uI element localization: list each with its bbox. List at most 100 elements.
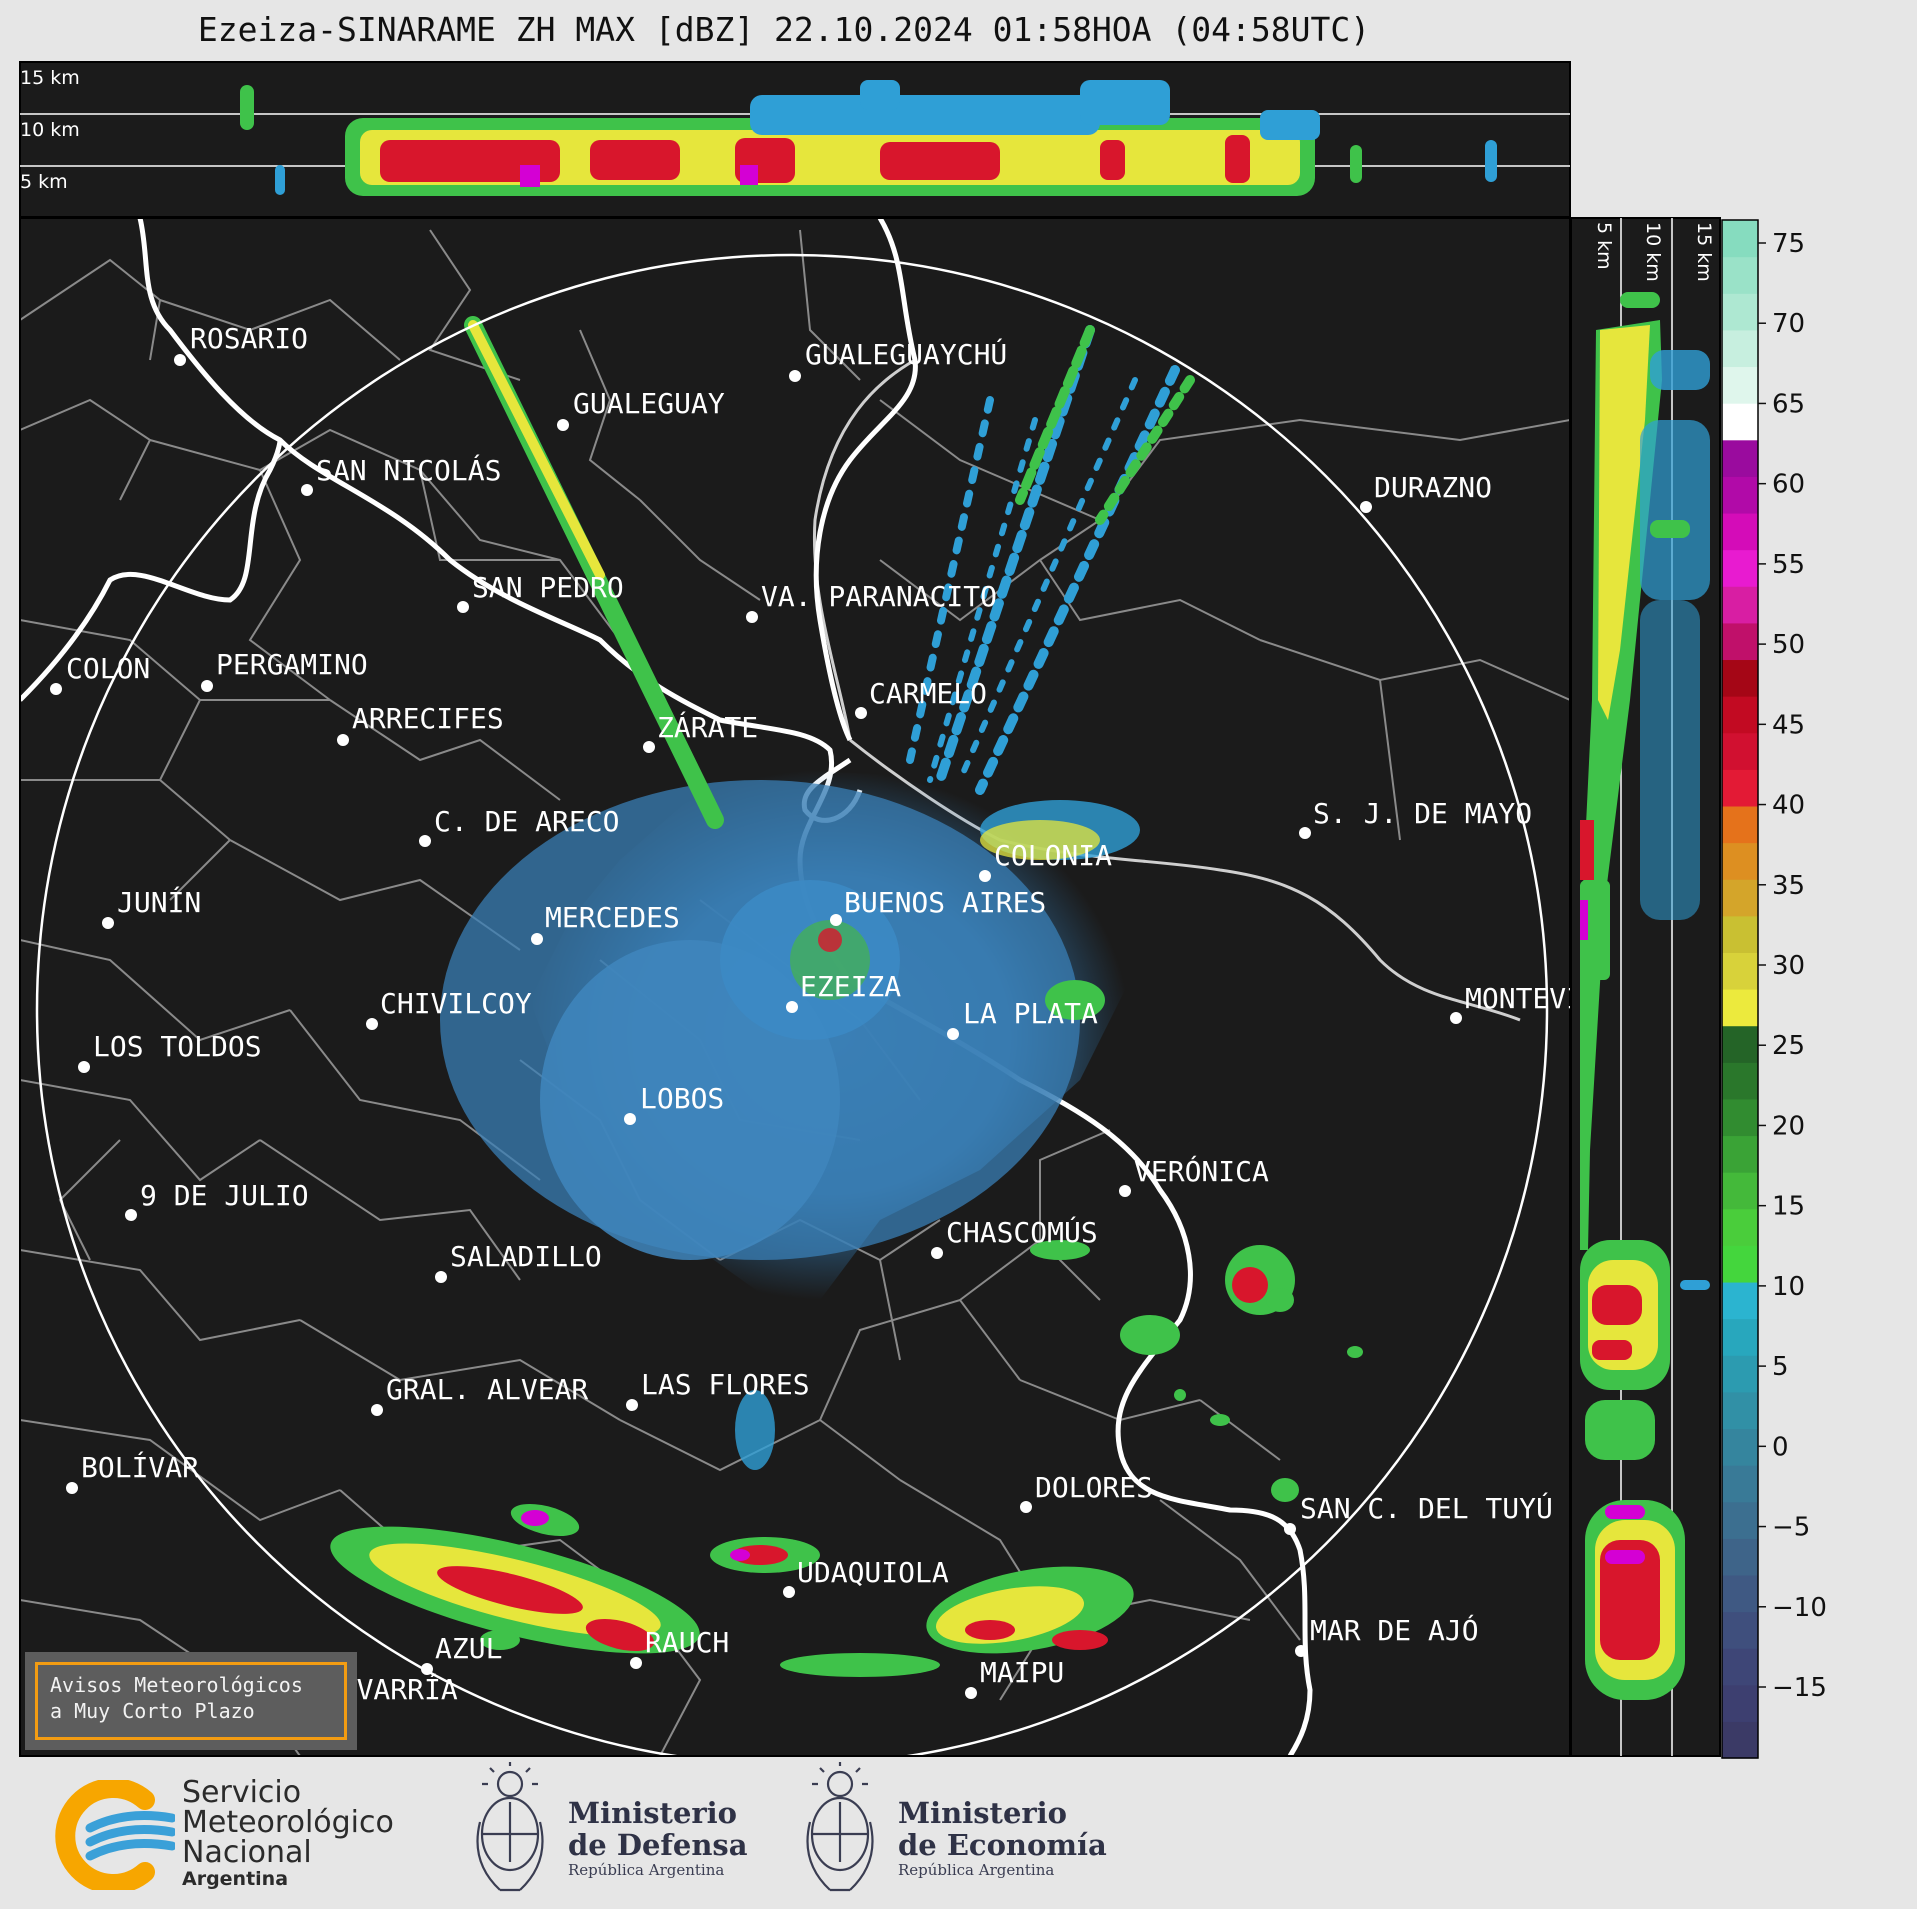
smn-line-4: Argentina xyxy=(182,1868,289,1890)
colorbar-band xyxy=(1722,256,1758,294)
city-label-gral-alvear: GRAL. ALVEAR xyxy=(386,1373,588,1406)
city-zarate: ZÁRATE xyxy=(643,710,758,753)
coat-of-arms-icon-defensa xyxy=(476,1762,544,1892)
colorbar-band xyxy=(1722,1684,1758,1722)
city-san-c-del-tuyu: SAN C. DEL TUYÚ xyxy=(1284,1491,1553,1535)
colorbar-tick-label: 75 xyxy=(1772,229,1805,259)
city-label-ezeiza: EZEIZA xyxy=(800,970,901,1003)
smn-line-3: Nacional xyxy=(182,1835,312,1870)
city-label-carmelo: CARMELO xyxy=(869,677,987,710)
city-saladillo: SALADILLO xyxy=(435,1240,602,1283)
city-label-durazno: DURAZNO xyxy=(1374,471,1492,504)
city-bolivar: BOLÍVAR xyxy=(66,1450,199,1494)
city-label-9-de-julio: 9 DE JULIO xyxy=(140,1179,309,1212)
city-9-de-julio: 9 DE JULIO xyxy=(125,1179,309,1221)
city-san-nicolas: SAN NICOLÁS xyxy=(301,453,501,496)
colorbar-band xyxy=(1722,1098,1758,1137)
colorbar-band xyxy=(1722,1172,1758,1210)
colorbar-band xyxy=(1722,1025,1758,1063)
colorbar-band xyxy=(1722,696,1758,734)
city-label-san-pedro: SAN PEDRO xyxy=(472,571,624,604)
economia-wordmark: Ministerio de Economía República Argenti… xyxy=(898,1797,1107,1879)
city-veronica: VERÓNICA xyxy=(1119,1154,1269,1197)
radar-echoes xyxy=(330,316,1363,1677)
city-chivilcoy: CHIVILCOY xyxy=(366,987,532,1030)
city-durazno: DURAZNO xyxy=(1360,471,1492,513)
storm-cells-south xyxy=(330,980,1363,1677)
city-label-junin: JUNÍN xyxy=(117,885,201,919)
city-label-gualeguaychu: GUALEGUAYCHÚ xyxy=(805,337,1007,371)
colorbar-band xyxy=(1722,842,1758,880)
colorbar-band xyxy=(1722,1062,1758,1100)
colorbar-band xyxy=(1722,659,1758,697)
city-los-toldos: LOS TOLDOS xyxy=(78,1030,262,1073)
radar-range-ring xyxy=(35,253,1549,1756)
colorbar-tick-label: −10 xyxy=(1772,1593,1827,1623)
city-la-plata: LA PLATA xyxy=(947,997,1098,1040)
smn-logo-icon xyxy=(55,1780,175,1890)
smn-wordmark: Servicio Meteorológico Nacional Argentin… xyxy=(182,1778,394,1891)
city-gualeguay: GUALEGUAY xyxy=(557,387,725,431)
city-label-saladillo: SALADILLO xyxy=(450,1240,602,1273)
colorbar-tick-label: 15 xyxy=(1772,1192,1805,1222)
colorbar-band xyxy=(1722,439,1758,477)
city-san-pedro: SAN PEDRO xyxy=(457,571,624,613)
defensa-line-1: Ministerio xyxy=(568,1796,738,1830)
city-carmelo: CARMELO xyxy=(855,677,987,719)
top-height-label-15: 15 km xyxy=(20,67,80,89)
city-label-dolores: DOLORES xyxy=(1035,1471,1153,1504)
city-label-los-toldos: LOS TOLDOS xyxy=(93,1030,262,1063)
city-label-las-flores: LAS FLORES xyxy=(641,1368,810,1401)
colorbar-band xyxy=(1722,1245,1758,1283)
city-junin: JUNÍN xyxy=(102,885,201,929)
city-gualeguaychu: GUALEGUAYCHÚ xyxy=(789,337,1007,382)
colorbar-band xyxy=(1722,1428,1758,1466)
top-profile-panel: 15 km 10 km 5 km xyxy=(19,61,1571,218)
city-label-mar-de-ajo: MAR DE AJÓ xyxy=(1310,1613,1479,1647)
colorbar-tick-label: 10 xyxy=(1772,1272,1805,1302)
city-label-chascomus: CHASCOMÚS xyxy=(946,1215,1098,1249)
colorbar-band xyxy=(1722,915,1758,953)
city-label-san-nicolas: SAN NICOLÁS xyxy=(316,453,501,487)
city-label-chivilcoy: CHIVILCOY xyxy=(380,987,532,1020)
defensa-line-2: de Defensa xyxy=(568,1828,748,1862)
colorbar-tick-label: 30 xyxy=(1772,951,1805,981)
colorbar-bands xyxy=(1722,220,1758,1759)
city-gral-alvear: GRAL. ALVEAR xyxy=(371,1373,588,1416)
map-panel xyxy=(19,217,1571,1757)
economia-line-2: de Economía xyxy=(898,1828,1107,1862)
colorbar-tick-label: 40 xyxy=(1772,791,1805,821)
city-label-veronica: VERÓNICA xyxy=(1134,1154,1269,1188)
colorbar-band xyxy=(1722,1391,1758,1430)
colorbar-band xyxy=(1722,1501,1758,1539)
city-chascomus: CHASCOMÚS xyxy=(931,1215,1098,1259)
colorbar-band xyxy=(1722,952,1758,990)
city-label-zarate: ZÁRATE xyxy=(657,710,758,744)
city-buenos-aires: BUENOS AIRES xyxy=(830,886,1046,926)
colorbar-band xyxy=(1722,1721,1758,1759)
city-dolores: DOLORES xyxy=(1020,1471,1153,1513)
colorbar-tick-label: 70 xyxy=(1772,309,1805,339)
economia-line-1: Ministerio xyxy=(898,1796,1068,1830)
city-label-gualeguay: GUALEGUAY xyxy=(573,387,725,420)
alert-box[interactable]: Avisos Meteorológicos a Muy Corto Plazo xyxy=(25,1652,357,1750)
colorbar-band xyxy=(1722,1611,1758,1649)
smn-line-2: Meteorológico xyxy=(182,1805,394,1840)
city-label-colon: COLON xyxy=(66,652,150,685)
colorbar-tick-label: 50 xyxy=(1772,630,1805,660)
city-label-maipu: MAIPU xyxy=(980,1656,1064,1689)
side-height-label-10: 10 km xyxy=(1642,222,1664,282)
city-c-de-areco: C. DE ARECO xyxy=(419,805,619,847)
city-label-va-paranacito: VA. PARANACITO xyxy=(761,580,997,613)
colorbar-band xyxy=(1722,512,1758,551)
city-label-rosario: ROSARIO xyxy=(190,322,308,355)
colorbar-band xyxy=(1722,805,1758,844)
ground-clutter xyxy=(440,770,1140,1300)
colorbar-tick-label: 0 xyxy=(1772,1432,1789,1462)
colorbar-tick-label: −5 xyxy=(1772,1513,1810,1543)
colorbar-band xyxy=(1722,549,1758,587)
colorbar-band xyxy=(1722,403,1758,441)
colorbar-band xyxy=(1722,1135,1758,1173)
colorbar-band xyxy=(1722,989,1758,1027)
